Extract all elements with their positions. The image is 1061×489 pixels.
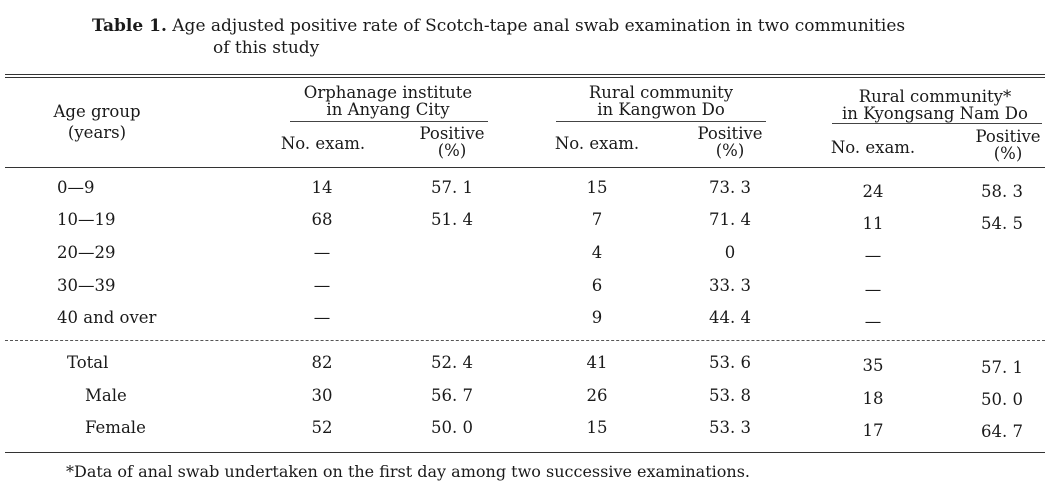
table-cell: — <box>864 246 882 265</box>
table-cell: — <box>864 280 882 299</box>
table-cell: — <box>313 308 331 327</box>
table-cell: 54. 5 <box>981 214 1023 233</box>
table-cell: 71. 4 <box>709 210 751 229</box>
table-cell: 11 <box>862 214 884 233</box>
table-cell: 53. 8 <box>709 386 751 405</box>
table-cell: 24 <box>862 182 884 201</box>
age-group-unit: (years) <box>67 123 127 142</box>
sub-header-positive: Positive (%) <box>419 124 485 160</box>
row-label: 20—29 <box>57 243 116 262</box>
table-cell: 6 <box>591 276 603 295</box>
table-cell: 9 <box>591 308 603 327</box>
table-cell: — <box>864 312 882 331</box>
table-cell: 4 <box>591 243 603 262</box>
caption-text: Age adjusted positive rate of Scotch-tap… <box>172 16 906 36</box>
table-cell: 33. 3 <box>709 276 751 295</box>
table-cell: 68 <box>311 210 333 229</box>
table-cell: — <box>313 276 331 295</box>
table-cell: 57. 1 <box>431 178 473 197</box>
sub-header-positive: Positive (%) <box>697 124 763 160</box>
table-cell: 53. 6 <box>709 353 751 372</box>
group-underline-kangwon <box>556 121 766 122</box>
subtotal-rule <box>5 340 1045 341</box>
table-caption: Table 1. Age adjusted positive rate of S… <box>92 15 905 59</box>
table-cell: 53. 3 <box>709 418 751 437</box>
group-header-kyongsang: Rural community* in Kyongsang Nam Do <box>842 87 1028 123</box>
table-cell: 52 <box>311 418 333 437</box>
table-cell: 73. 3 <box>709 178 751 197</box>
header-rule <box>5 167 1045 168</box>
table-cell: 35 <box>862 356 884 375</box>
row-label: 40 and over <box>57 308 157 327</box>
row-label: 10—19 <box>57 210 116 229</box>
sub-header-exam: No. exam. <box>554 134 640 153</box>
age-group-header: Age group <box>53 102 141 121</box>
table-label: Table 1. <box>92 16 167 36</box>
sub-header-positive: Positive (%) <box>975 127 1041 163</box>
sub-header-exam: No. exam. <box>830 138 916 157</box>
row-label-total: Total <box>67 353 109 372</box>
table-cell: 17 <box>862 421 884 440</box>
top-rule <box>5 74 1045 75</box>
row-label: 0—9 <box>57 178 95 197</box>
table-cell: 58. 3 <box>981 182 1023 201</box>
group-underline-anyang <box>290 121 488 122</box>
row-label-female: Female <box>85 418 146 437</box>
table-cell: 14 <box>311 178 333 197</box>
table-cell: 44. 4 <box>709 308 751 327</box>
group-header-anyang: Orphanage institute in Anyang City <box>303 83 473 119</box>
bottom-rule <box>5 452 1045 453</box>
table-cell: 30 <box>311 386 333 405</box>
table-cell: — <box>313 243 331 262</box>
top-rule-double <box>5 77 1045 78</box>
table-cell: 26 <box>586 386 608 405</box>
table-cell: 51. 4 <box>431 210 473 229</box>
sub-header-exam: No. exam. <box>280 134 366 153</box>
table-cell: 15 <box>586 178 608 197</box>
table-cell: 7 <box>591 210 603 229</box>
row-label: 30—39 <box>57 276 116 295</box>
group-header-kangwon: Rural community in Kangwon Do <box>588 83 734 119</box>
table-cell: 64. 7 <box>981 422 1023 441</box>
table-cell: 82 <box>311 353 333 372</box>
table-cell: 41 <box>586 353 608 372</box>
table-cell: 56. 7 <box>431 386 473 405</box>
table-cell: 52. 4 <box>431 353 473 372</box>
row-label-male: Male <box>85 386 127 405</box>
table-cell: 18 <box>862 389 884 408</box>
footnote: *Data of anal swab undertaken on the fir… <box>66 462 750 481</box>
caption-text-continued: of this study <box>213 38 320 58</box>
table-cell: 57. 1 <box>981 358 1023 377</box>
group-underline-kyongsang <box>832 123 1042 124</box>
table-cell: 15 <box>586 418 608 437</box>
table-cell: 50. 0 <box>981 390 1023 409</box>
table-cell: 0 <box>724 243 736 262</box>
table-cell: 50. 0 <box>431 418 473 437</box>
